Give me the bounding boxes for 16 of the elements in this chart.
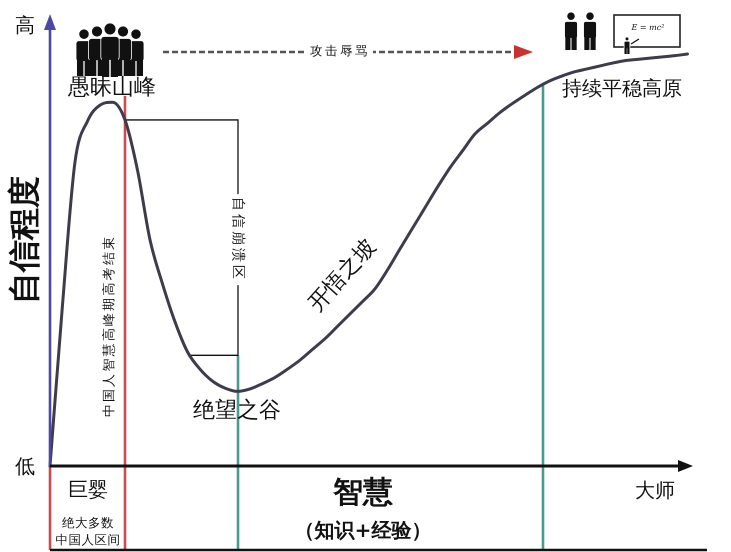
text: 高: [15, 13, 35, 37]
x-axis-title: 智慧: [332, 474, 393, 510]
text: 巨婴: [68, 477, 108, 501]
annotation: 持续平稳高原: [562, 76, 682, 100]
text: （知识+经验）: [294, 518, 432, 542]
text: 中国人区间: [56, 532, 120, 546]
text: E = mc²: [630, 22, 664, 32]
annotation: 自信崩溃区: [230, 197, 246, 282]
annotation: 中国人智慧高峰期高考结束: [100, 234, 116, 418]
text: 大师: [635, 478, 675, 502]
annotation: 愚昧山峰: [67, 74, 156, 100]
annotation: 攻击辱骂: [310, 42, 370, 58]
annotation: 开悟之坡: [303, 234, 381, 316]
text: 绝大多数: [62, 514, 114, 530]
y-axis-title: 自信程度: [5, 176, 43, 304]
text: 低: [15, 454, 35, 478]
